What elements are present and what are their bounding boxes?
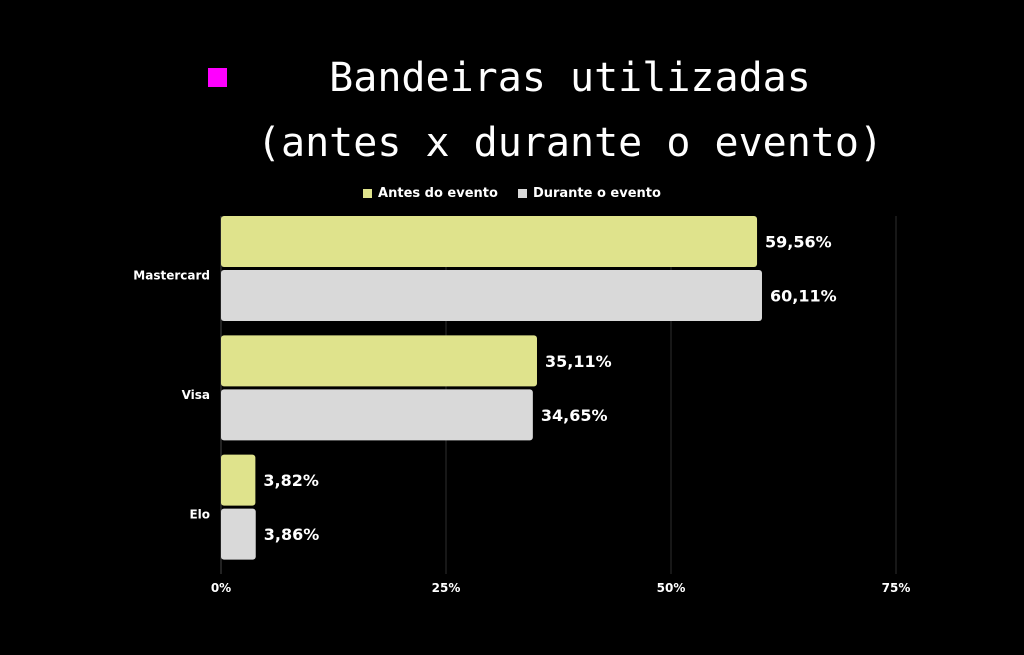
legend-item-durante: Durante o evento [517, 186, 661, 201]
category-label-mastercard: Mastercard [133, 269, 210, 283]
x-tick-label-25: 25% [432, 581, 461, 595]
category-label-elo: Elo [189, 507, 210, 521]
data-label-elo-antes: 3,82% [263, 471, 319, 490]
chart-title-line-2: (antes x durante o evento) [256, 120, 884, 166]
bar-visa-antes [221, 335, 537, 387]
title-marker-icon [208, 68, 227, 87]
data-label-elo-durante: 3,86% [264, 525, 320, 544]
bar-visa-durante [221, 389, 533, 441]
x-tick-label-50: 50% [657, 581, 686, 595]
legend-swatch-durante [517, 189, 527, 198]
bar-elo-antes [221, 454, 256, 506]
bar-elo-durante [221, 508, 256, 560]
x-tick-label-75: 75% [882, 581, 911, 595]
legend-swatch-antes [363, 189, 373, 198]
legend-label-durante: Durante o evento [532, 186, 661, 201]
chart-title-line-1: Bandeiras utilizadas [329, 55, 811, 101]
data-label-visa-durante: 34,65% [541, 406, 608, 425]
category-label-visa: Visa [182, 388, 210, 402]
legend-label-antes: Antes do evento [378, 186, 498, 201]
x-tick-label-0: 0% [211, 581, 231, 595]
data-label-mastercard-durante: 60,11% [770, 287, 837, 306]
chart-legend: Antes do evento Durante o evento [0, 186, 1024, 201]
data-label-mastercard-antes: 59,56% [765, 233, 832, 252]
data-label-visa-antes: 35,11% [545, 352, 612, 371]
bar-mastercard-durante [221, 270, 762, 321]
legend-item-antes: Antes do evento [363, 186, 498, 201]
bar-mastercard-antes [221, 216, 758, 267]
